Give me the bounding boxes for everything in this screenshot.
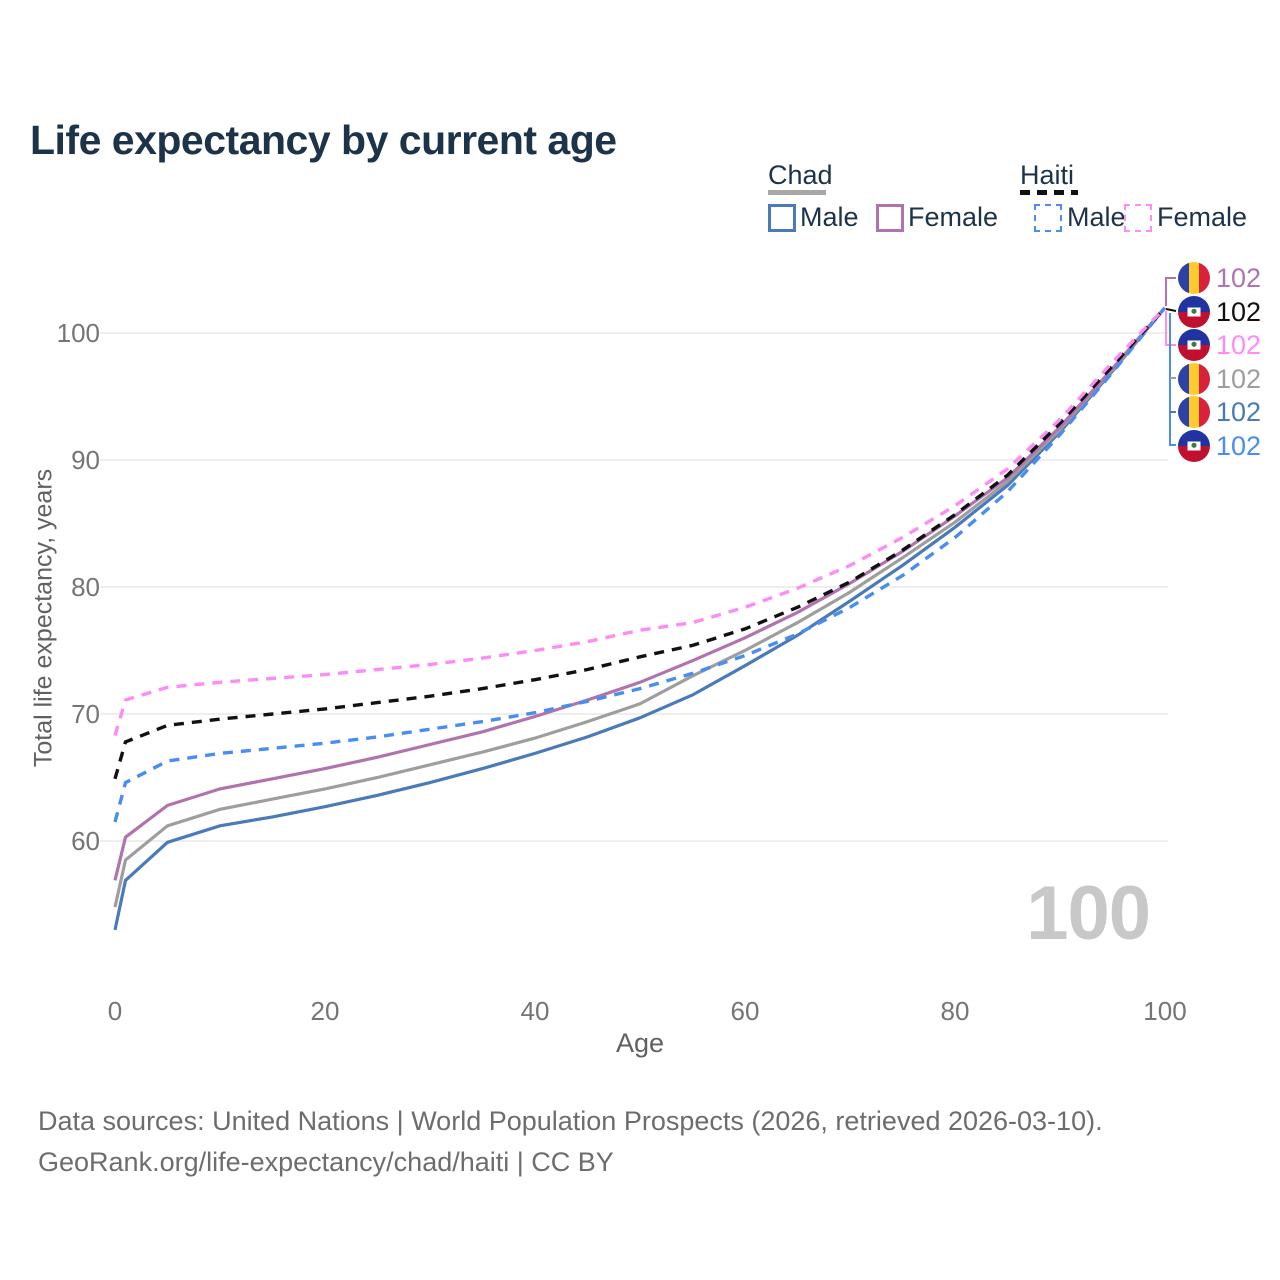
page-title: Life expectancy by current age (30, 117, 617, 164)
end-value-label: 102 (1216, 397, 1262, 427)
chad-flag-icon (1178, 262, 1210, 294)
leader-line (1165, 311, 1176, 346)
end-label-leader-lines (1165, 277, 1177, 446)
chad-flag-icon (1178, 396, 1210, 428)
end-label-row-haiti_female: 102 (1178, 329, 1280, 361)
chad-flag-icon (1178, 362, 1210, 395)
end-label-row-chad_female: 102 (1178, 262, 1280, 294)
line-haiti_total (113, 306, 1167, 780)
footer-sources: Data sources: United Nations | World Pop… (38, 1106, 1103, 1136)
end-label-row-chad_total: 102 (1178, 362, 1280, 395)
legend-haiti-line-swatch (1020, 190, 1078, 195)
legend-haiti-title[interactable]: Haiti (1020, 160, 1075, 190)
x-tick-label: 100 (1143, 996, 1187, 1026)
y-tick-label: 60 (71, 826, 100, 856)
x-tick-label: 40 (520, 996, 550, 1026)
x-tick-label: 60 (730, 996, 760, 1026)
end-value-label: 102 (1216, 263, 1262, 293)
legend-group-haiti: Haiti Male Female (1020, 160, 1247, 232)
leader-line (1165, 277, 1176, 306)
legend-label-haiti-female[interactable]: Female (1157, 202, 1248, 232)
line-haiti_female (113, 306, 1167, 737)
legend-label-haiti-male[interactable]: Male (1067, 202, 1126, 232)
x-tick-label: 0 (107, 996, 123, 1026)
y-tick-label: 90 (71, 445, 100, 475)
legend-chad-line-swatch (768, 190, 826, 195)
end-label-row-haiti_male: 102 (1178, 429, 1280, 462)
x-tick-label: 20 (310, 996, 340, 1026)
x-axis-title: Age (615, 1028, 665, 1058)
end-value-label: 102 (1216, 363, 1262, 394)
y-tick-label: 100 (56, 318, 100, 348)
legend-swatch-haiti-female[interactable] (1124, 204, 1152, 232)
line-chad_female (113, 306, 1167, 881)
haiti-flag-icon (1178, 429, 1210, 462)
end-value-label: 102 (1216, 330, 1262, 360)
legend-chad-title[interactable]: Chad (768, 160, 833, 190)
end-label-row-haiti_total: 102 (1178, 295, 1280, 328)
y-tick-label: 70 (71, 699, 100, 729)
series-lines (113, 306, 1167, 931)
y-tick-label: 80 (71, 572, 100, 602)
legend-label-chad-male[interactable]: Male (800, 202, 859, 232)
legend-group-chad: Chad Male Female (768, 160, 998, 232)
end-label-row-chad_male: 102 (1178, 396, 1280, 428)
haiti-flag-icon (1178, 329, 1210, 361)
end-value-label: 102 (1216, 296, 1262, 327)
x-tick-label: 80 (940, 996, 970, 1026)
footer-url: GeoRank.org/life-expectancy/chad/haiti |… (38, 1147, 614, 1177)
line-chad_male (113, 306, 1167, 931)
leader-line (1169, 313, 1176, 446)
end-value-label: 102 (1216, 430, 1262, 461)
line-chad_total (113, 306, 1167, 908)
legend-label-chad-female[interactable]: Female (908, 202, 999, 232)
legend-swatch-haiti-male[interactable] (1034, 204, 1062, 232)
leader-line (1165, 308, 1177, 312)
haiti-flag-icon (1178, 295, 1210, 328)
legend-swatch-chad-female[interactable] (876, 204, 904, 232)
legend-swatch-chad-male[interactable] (768, 204, 796, 232)
age-watermark: 100 (1026, 871, 1151, 956)
gridlines (100, 332, 1168, 842)
line-haiti_male (113, 306, 1167, 823)
